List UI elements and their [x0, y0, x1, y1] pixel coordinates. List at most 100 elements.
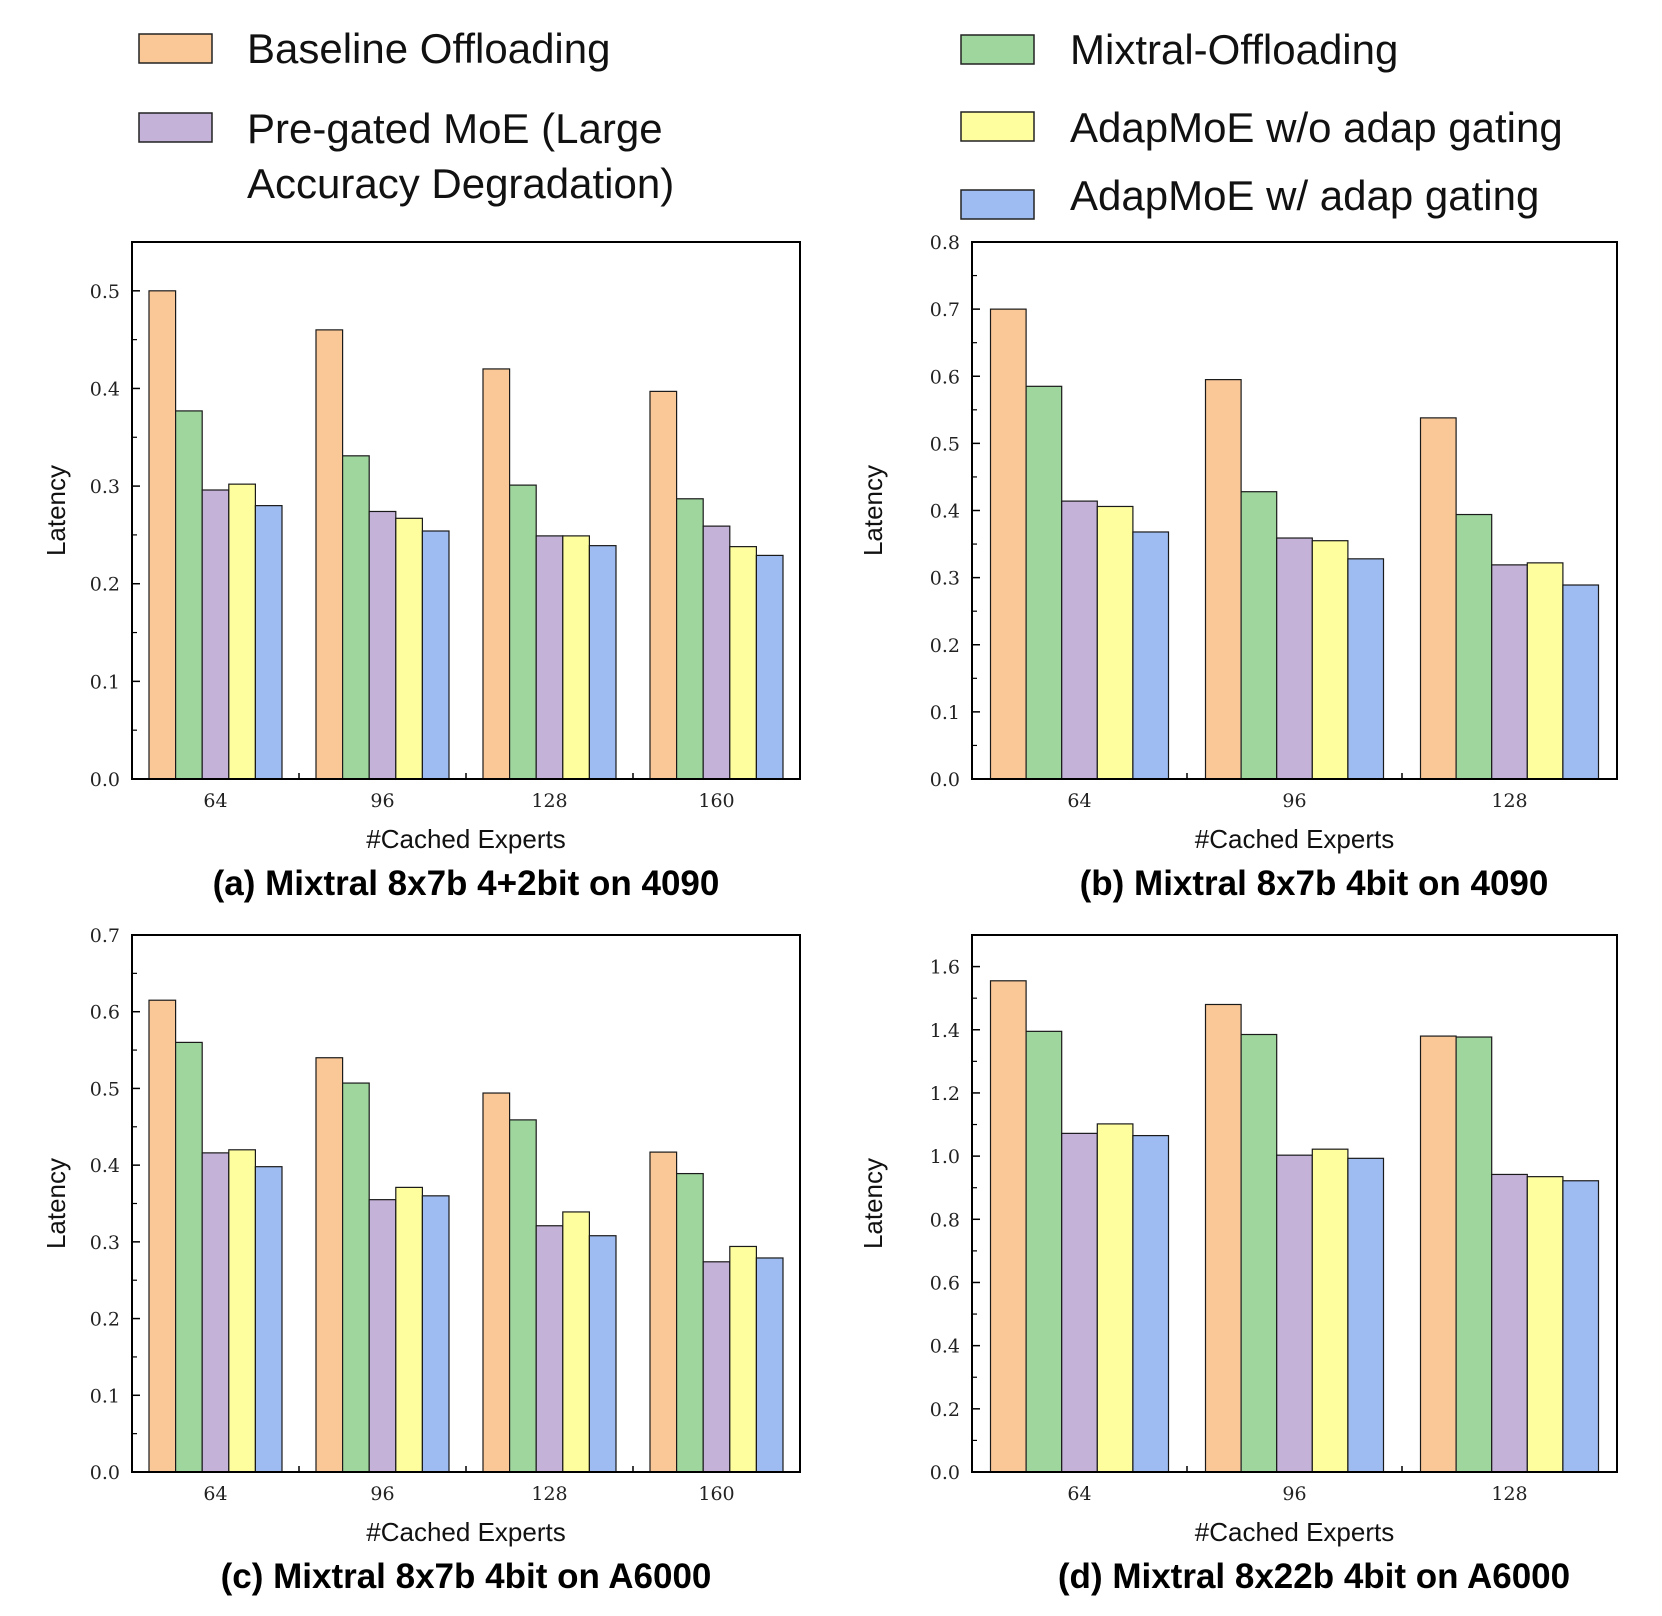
y-axis-label: Latency [858, 1158, 888, 1249]
bar-adap_w-96 [421, 530, 450, 780]
y-tick-label: 0.6 [930, 366, 960, 388]
legend-label-baseline: Baseline Offloading [247, 25, 610, 72]
bar-adap_w-64 [1132, 1134, 1170, 1473]
y-tick-label: 0.8 [930, 232, 960, 254]
bar-baseline-128 [482, 368, 511, 780]
bar-adap_w-64 [254, 505, 283, 780]
x-tick-label: 64 [203, 1483, 227, 1505]
bar-mixtral-96 [342, 455, 370, 780]
bar-adap_wo-96 [1311, 540, 1349, 780]
bar-adap_wo-128 [1526, 562, 1564, 780]
panel-caption: (a) Mixtral 8x7b 4+2bit on 4090 [213, 864, 720, 903]
bar-baseline-160 [649, 390, 678, 780]
bar-adap_wo-160 [729, 546, 757, 780]
y-axis-label: Latency [41, 465, 71, 556]
y-tick-label: 0.4 [930, 501, 960, 523]
bar-mixtral-160 [675, 1172, 704, 1473]
bar-pregated-96 [1276, 1154, 1313, 1473]
y-tick-label: 0.7 [930, 299, 960, 321]
panel-caption: (d) Mixtral 8x22b 4bit on A6000 [1058, 1557, 1570, 1596]
x-tick-label: 128 [531, 790, 567, 812]
legend-item-baseline: Baseline Offloading [138, 25, 610, 72]
legend: Baseline Offloading Pre-gated MoE (Large… [138, 25, 1563, 220]
legend-label-adap-wo: AdapMoE w/o adap gating [1070, 104, 1563, 151]
bar-mixtral-96 [342, 1082, 370, 1473]
x-tick-label: 160 [698, 1483, 734, 1505]
bar-adap_wo-128 [1526, 1176, 1564, 1473]
bar-pregated-160 [702, 1261, 731, 1473]
y-tick-label: 0.2 [90, 1309, 120, 1331]
legend-swatch-adap-w [960, 189, 1035, 220]
bar-adap_w-96 [421, 1195, 450, 1473]
plot-frame [971, 934, 1618, 1473]
x-tick-label: 96 [1282, 1483, 1306, 1505]
bar-mixtral-96 [1240, 1033, 1278, 1473]
x-axis-label: #Cached Experts [366, 1517, 565, 1547]
bar-adap_w-128 [1562, 1180, 1600, 1473]
y-tick-label: 0.0 [930, 1462, 960, 1484]
bar-adap_wo-64 [228, 1149, 257, 1473]
bar-pregated-64 [201, 1152, 230, 1473]
x-tick-label: 160 [698, 790, 734, 812]
bar-adap_wo-160 [729, 1245, 757, 1473]
y-tick-label: 0.1 [90, 1385, 120, 1407]
x-tick-label: 128 [531, 1483, 567, 1505]
bar-mixtral-160 [675, 498, 704, 780]
panel-a: 0.0 0.1 0.2 0.3 0.4 0.5 64 96 128 160 #Cached Expe… [41, 241, 801, 903]
bar-adap_wo-96 [395, 517, 423, 780]
y-tick-label: 1.4 [930, 1020, 960, 1042]
x-tick-label: 64 [203, 790, 227, 812]
bar-adap_w-96 [1347, 558, 1385, 780]
y-tick-label: 0.1 [90, 671, 120, 693]
x-axis-label: #Cached Experts [1195, 1517, 1394, 1547]
bar-baseline-128 [1419, 1035, 1457, 1473]
y-tick-label: 0.2 [930, 635, 960, 657]
y-tick-label: 0.3 [90, 476, 120, 498]
legend-swatch-adap-wo [960, 111, 1035, 142]
bar-baseline-96 [315, 1057, 344, 1473]
legend-swatch-mixtral [960, 34, 1035, 65]
y-tick-label: 1.6 [930, 957, 960, 979]
legend-item-pregated: Pre-gated MoE (Large Accuracy Degradatio… [138, 105, 674, 207]
bar-adap_wo-128 [562, 1211, 590, 1473]
bar-mixtral-64 [1025, 1030, 1063, 1473]
bar-baseline-160 [649, 1151, 678, 1473]
bar-adap_w-128 [588, 545, 617, 780]
bar-adap_wo-96 [395, 1186, 423, 1473]
bar-mixtral-128 [509, 1119, 537, 1473]
y-tick-label: 0.1 [930, 702, 960, 724]
y-tick-label: 0.4 [90, 378, 120, 400]
bar-baseline-64 [989, 980, 1027, 1473]
panel-b: 0.0 0.1 0.2 0.3 0.4 0.5 0.6 0.7 0.8 64 96 128 #Cache… [858, 232, 1618, 903]
bar-pregated-128 [1491, 1173, 1528, 1473]
x-tick-label: 64 [1067, 790, 1091, 812]
y-tick-label: 0.4 [90, 1155, 120, 1177]
bar-baseline-64 [148, 999, 177, 1473]
legend-item-mixtral: Mixtral-Offloading [960, 26, 1398, 73]
x-tick-label: 128 [1491, 790, 1527, 812]
legend-label-pregated-line1: Pre-gated MoE (Large [247, 105, 663, 152]
y-tick-label: 0.2 [90, 574, 120, 596]
y-tick-label: 0.8 [930, 1209, 960, 1231]
legend-label-mixtral: Mixtral-Offloading [1070, 26, 1398, 73]
bar-baseline-64 [148, 290, 177, 780]
x-axis-label: #Cached Experts [1195, 824, 1394, 854]
bar-pregated-96 [368, 510, 397, 780]
bar-adap_w-128 [588, 1235, 617, 1473]
bar-baseline-128 [482, 1092, 511, 1473]
legend-item-adap-w: AdapMoE w/ adap gating [960, 172, 1539, 220]
y-tick-label: 0.3 [930, 568, 960, 590]
x-tick-label: 96 [1282, 790, 1306, 812]
bar-pregated-160 [702, 525, 731, 780]
bar-adap_w-160 [755, 554, 784, 780]
bar-baseline-96 [1204, 1003, 1242, 1473]
y-tick-label: 0.4 [930, 1336, 960, 1358]
bar-adap_wo-96 [1311, 1148, 1349, 1473]
bar-pregated-64 [1061, 1132, 1098, 1473]
y-tick-label: 0.6 [90, 1002, 120, 1024]
bar-adap_wo-128 [562, 535, 590, 780]
bar-adap_wo-64 [1096, 505, 1134, 780]
y-tick-label: 1.0 [930, 1146, 960, 1168]
bar-mixtral-128 [1455, 1036, 1493, 1473]
bar-baseline-64 [989, 308, 1027, 780]
